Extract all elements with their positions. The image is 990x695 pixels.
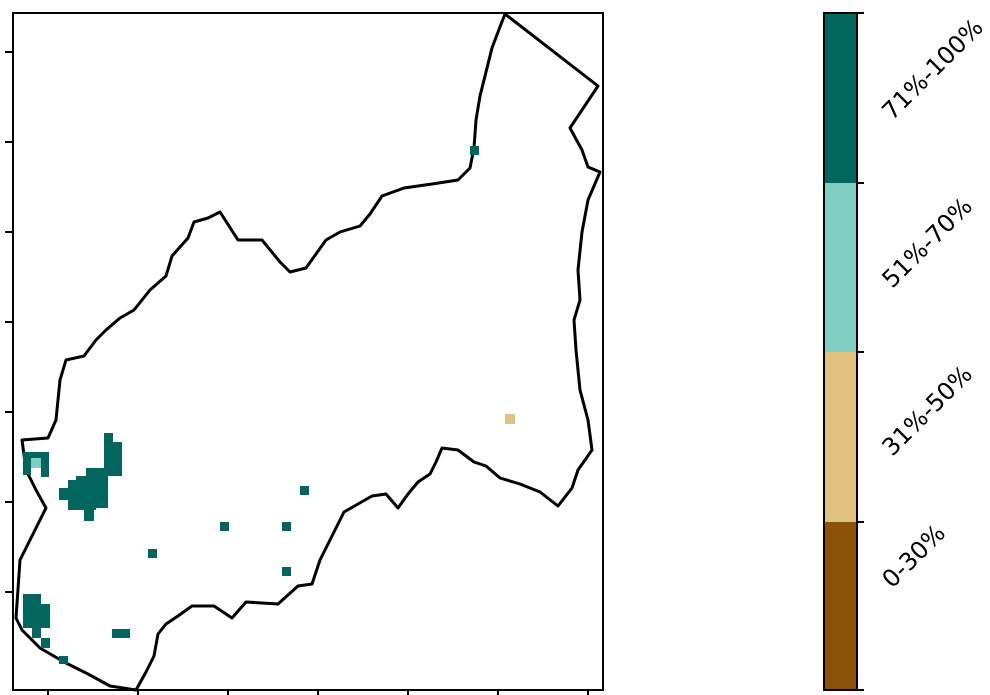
bottom-axis-ticks	[47, 690, 589, 695]
cell	[23, 604, 50, 628]
cell	[148, 549, 157, 558]
cell	[112, 629, 130, 638]
cell	[104, 442, 122, 476]
cell	[23, 594, 41, 606]
colorbar-segment	[824, 183, 857, 352]
cell	[220, 522, 229, 531]
cell	[282, 522, 291, 531]
cell	[470, 146, 479, 155]
cell	[31, 458, 41, 468]
cell	[282, 567, 291, 576]
map-frame	[12, 12, 604, 691]
left-axis-ticks	[5, 51, 13, 593]
cell	[59, 488, 71, 500]
colorbar	[823, 12, 864, 691]
cell	[76, 476, 86, 482]
cell	[68, 500, 96, 510]
cell	[505, 414, 515, 424]
colorbar-segment	[824, 13, 857, 183]
cell	[300, 486, 309, 495]
cell	[84, 510, 94, 521]
colorbar-segment	[824, 352, 857, 522]
cell	[68, 480, 92, 502]
cell	[32, 626, 41, 638]
colorbar-ticks	[857, 12, 864, 691]
cell	[41, 465, 49, 477]
cell	[23, 465, 31, 475]
colorbar-segment	[824, 522, 857, 690]
cell	[41, 638, 50, 648]
cell	[59, 656, 68, 664]
cell	[104, 433, 113, 445]
region-boundary	[14, 12, 602, 692]
grid-cells	[23, 146, 515, 664]
